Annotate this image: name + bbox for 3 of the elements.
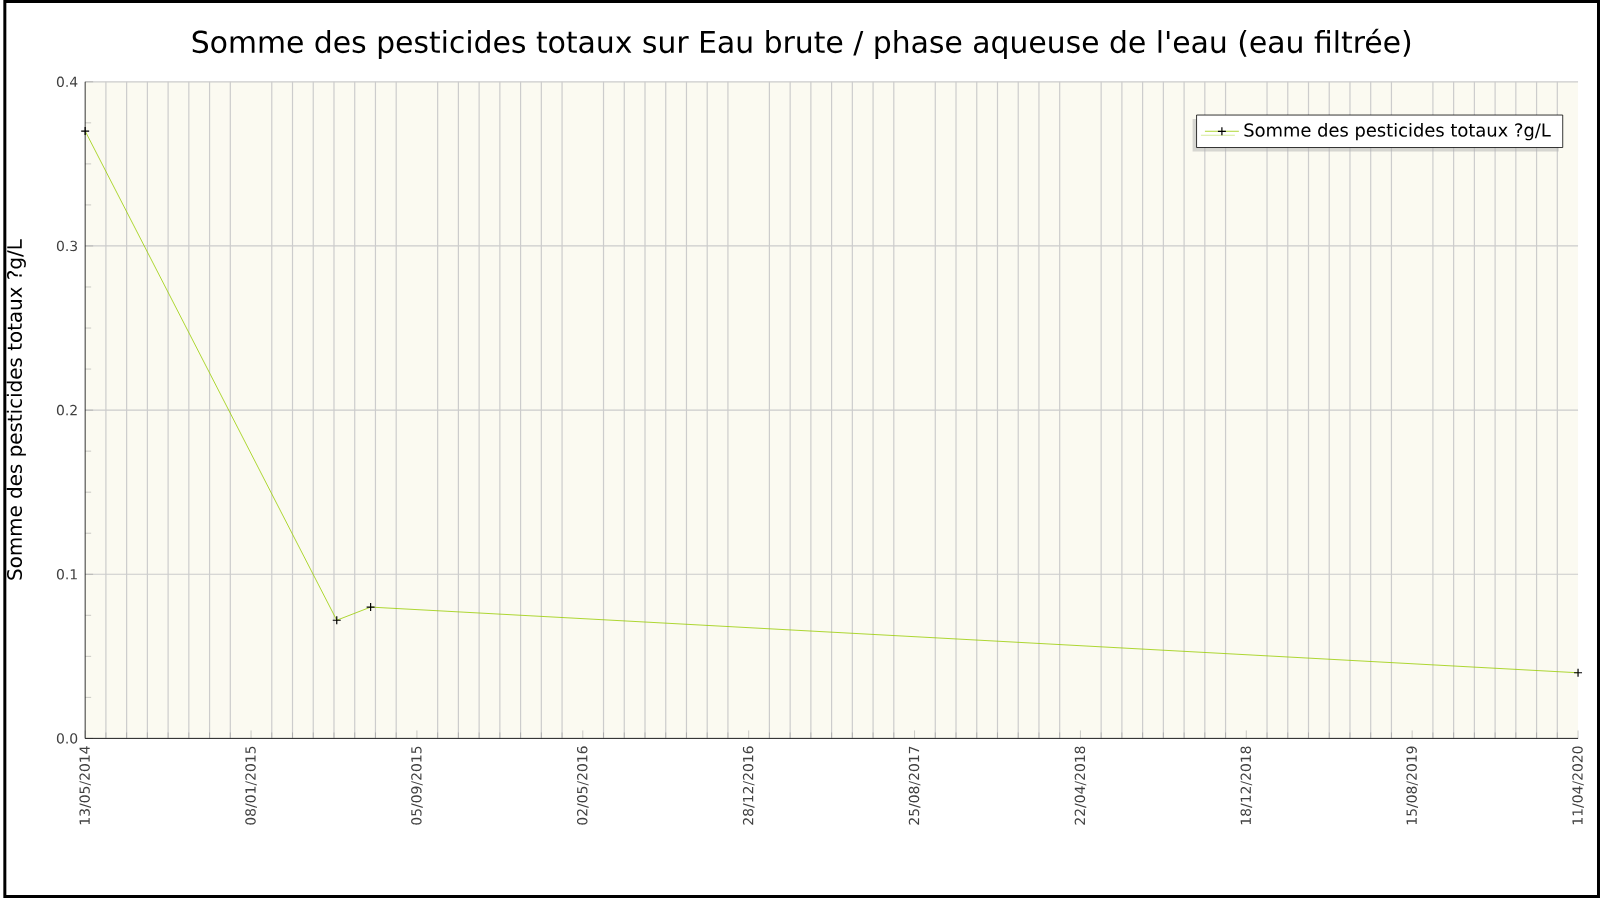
legend-label: Somme des pesticides totaux ?g/L	[1244, 122, 1551, 141]
y-axis-title: Somme des pesticides totaux ?g/L	[6, 239, 26, 580]
chart-title: Somme des pesticides totaux sur Eau brute / phase aqueuse de l'eau (eau filtrée)	[192, 28, 1411, 59]
